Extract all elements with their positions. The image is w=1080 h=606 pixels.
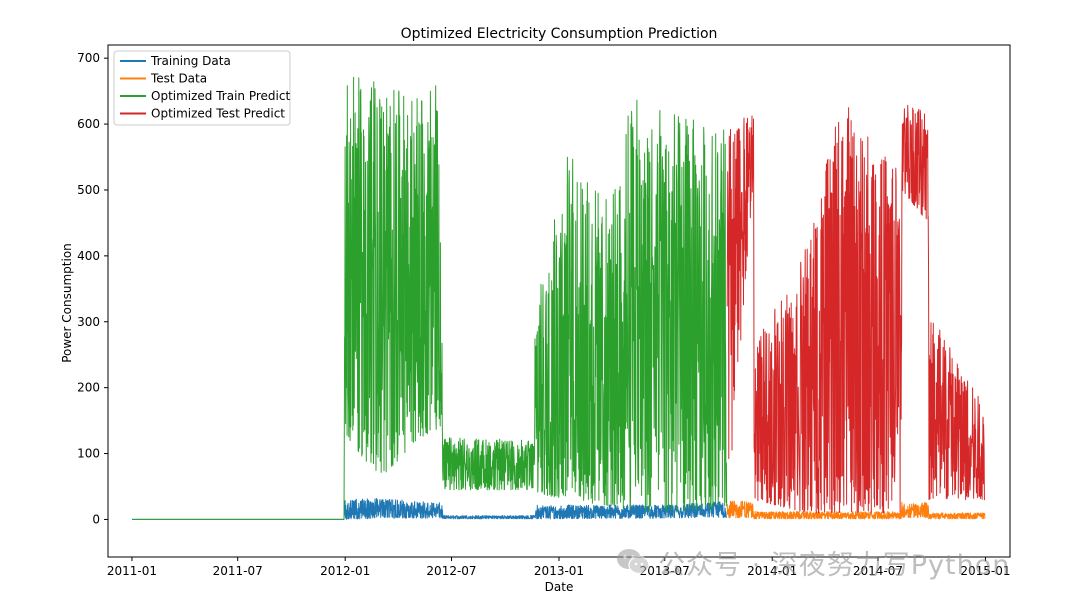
y-tick-label: 500 [77,183,100,197]
y-tick-label: 200 [77,381,100,395]
legend-label: Optimized Test Predict [151,107,285,121]
x-axis-label: Date [545,580,574,594]
series-layer [131,76,986,520]
legend-label: Optimized Train Predict [151,89,290,103]
legend-label: Training Data [150,54,231,68]
wechat-icon [617,549,650,575]
series-line-4 [726,104,986,514]
watermark: 公众号 · 深夜努力写Python [616,544,1011,581]
x-tick-label: 2014-07 [853,564,903,578]
x-tick-label: 2014-01 [747,564,797,578]
x-tick-label: 2011-01 [107,564,157,578]
plot-area [107,44,1011,558]
x-tick-label: 2013-07 [640,564,690,578]
chart-title: Optimized Electricity Consumption Predic… [401,26,718,42]
y-tick-label: 100 [77,447,100,461]
x-tick-label: 2012-07 [426,564,476,578]
y-tick-label: 0 [92,512,100,526]
y-tick-label: 300 [77,315,100,329]
legend-box [113,50,291,126]
series-line-2 [726,500,986,520]
legend: Training Data Test Data Optimized Train Pr… [113,50,291,126]
y-axis-label: Power Consumption [60,243,74,363]
x-tick-label: 2012-01 [320,564,370,578]
y-tick-label: 600 [77,117,100,131]
x-tick-label: 2013-01 [534,564,584,578]
x-tick-label: 2015-01 [960,564,1010,578]
y-axis-ticks: 0 100 200 300 400 500 600 700 [77,51,108,526]
watermark-text: 公众号 · 深夜努力写Python [658,549,1011,581]
series-line-3 [131,76,728,520]
x-axis-ticks: 2011-01 2011-07 2012-01 2012-07 2013-01 2013-… [107,557,1011,578]
y-tick-label: 400 [77,249,100,263]
y-tick-label: 700 [77,51,100,65]
legend-label: Test Data [150,72,207,86]
x-tick-label: 2011-07 [213,564,263,578]
